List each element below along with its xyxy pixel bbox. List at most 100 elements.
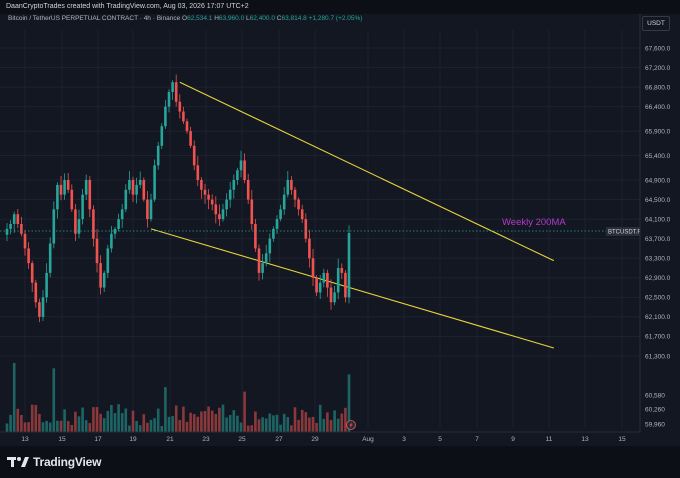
candle-body [264,253,268,264]
high-label: H [214,15,219,22]
open-label: O [182,15,188,22]
grid [0,30,640,428]
time-tick-label: 15 [618,436,626,443]
candle-body [171,82,174,92]
time-tick-label: Aug [362,436,374,443]
volume-bar [41,422,45,432]
volume-bar [160,425,164,432]
low-label: L [246,15,250,22]
candle-body [45,272,48,298]
candle-body [142,180,146,200]
candle-body [225,199,228,210]
time-tick-label: 13 [581,436,589,443]
candle-body [178,101,182,112]
volume-bar [203,411,207,432]
candle-body [304,219,308,239]
candle-body [311,258,315,278]
volume-bar [59,420,63,432]
candle-body [293,189,297,200]
volume-bar [329,419,333,432]
tradingview-logo[interactable]: TradingView [7,455,101,469]
candle-body [218,214,221,220]
candle-body [326,272,329,288]
candle-body [84,180,88,195]
time-tick-label: 9 [511,436,515,443]
candle-body [164,106,167,127]
volume-bar [275,414,279,432]
volume-bar [318,404,322,432]
candle-body [41,297,45,317]
candles [5,74,351,323]
candle-body [239,160,243,171]
volume-bar [189,412,192,432]
time-tick-label: 23 [202,436,210,443]
candle-body [59,184,63,195]
price-tick-label: 66,800.0 [645,84,671,91]
candle-body [124,189,128,210]
time-tick-label: 11 [546,436,553,443]
candle-body [99,263,102,288]
candle-body [156,145,160,166]
candle-body [286,180,290,195]
candle-body [92,209,95,239]
volume-bar [282,413,286,432]
price-tick-label: 61,300.0 [645,353,671,360]
footer-bar [0,446,680,478]
price-tick-label: 67,600.0 [645,45,671,52]
candle-body [329,287,333,303]
volume-bar [30,404,34,432]
candle-body [63,180,66,195]
volume-bar [77,416,81,432]
currency-selector[interactable]: USDT [642,16,670,31]
candle-body [149,199,153,220]
candle-body [336,268,340,293]
candle-body [66,180,70,190]
volume-bar [66,421,70,432]
price-tick-label: 60,260 [645,406,665,413]
volume-bar [336,418,340,432]
open-value: 62,534.1 [187,15,213,22]
candle-body [308,238,311,259]
candle-body [88,180,92,210]
volume-bar [272,415,275,432]
candle-body [131,180,135,195]
volume-bar [5,423,9,432]
candle-body [5,228,9,235]
candle-body [128,180,131,190]
weekly-ma-label: Weekly 200MA [502,217,566,228]
price-tick-label: 61,700.0 [645,334,671,341]
volume-bar [333,410,336,432]
close-label: C [276,15,282,22]
price-tick-label: 65,400.0 [645,153,671,160]
volume-bar [268,413,272,432]
candle-body [95,238,99,264]
symbol-line: Bitcoin / TetherUS PERPETUAL CONTRACT · … [8,15,181,22]
candle-body [275,219,279,229]
candle-body [20,224,23,234]
time-tick-label: 21 [166,436,174,443]
candle-body [23,233,27,249]
volume-bar [246,425,250,432]
price-tick-label: 64,500.0 [645,197,671,204]
candle-body [340,268,344,273]
candle-body [322,272,326,283]
candle-body [38,302,41,317]
time-tick-label: 19 [129,436,137,443]
volume-bar [124,408,128,432]
volume-bar [27,422,30,432]
volume-bar [135,420,138,432]
candle-body [282,194,286,210]
volume-bar [34,404,38,432]
volume-bar [131,410,135,432]
candle-body [110,233,113,249]
candle-body [232,180,236,190]
low-value: 62,400.0 [249,15,275,22]
volume-bar [264,418,268,432]
volume-bar [63,409,66,432]
candle-body [167,92,171,107]
volume-bar [300,409,304,432]
candle-body [56,184,59,210]
candle-body [347,233,351,298]
volume-bar [106,410,110,432]
